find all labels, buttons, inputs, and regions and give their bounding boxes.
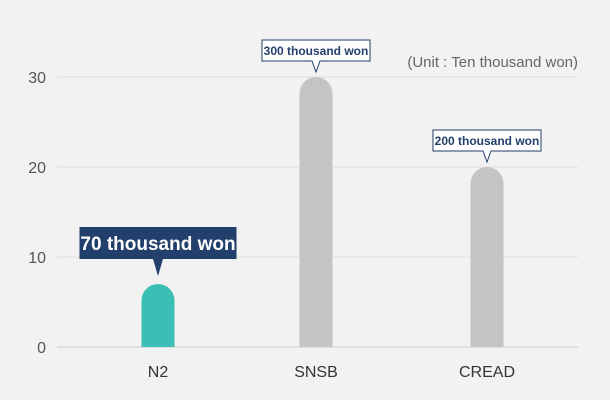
data-label-callout — [432, 129, 542, 164]
y-tick-label: 20 — [28, 160, 46, 177]
y-tick-label: 0 — [37, 340, 46, 357]
x-tick-label: CREAD — [459, 364, 515, 381]
data-label: 200 thousand won — [435, 134, 540, 148]
y-tick-label: 10 — [28, 250, 46, 267]
bar-n2 — [141, 284, 175, 347]
x-tick-label: SNSB — [294, 364, 338, 381]
bar-cread — [470, 167, 504, 347]
data-label-callout — [79, 227, 237, 276]
unit-note: (Unit : Ten thousand won) — [407, 54, 578, 71]
x-tick-label: N2 — [148, 364, 169, 381]
data-label: 70 thousand won — [80, 234, 235, 255]
y-tick-label: 30 — [28, 70, 46, 87]
data-label-callout — [261, 39, 371, 74]
bar-snsb — [299, 77, 333, 348]
data-label: 300 thousand won — [264, 44, 369, 58]
